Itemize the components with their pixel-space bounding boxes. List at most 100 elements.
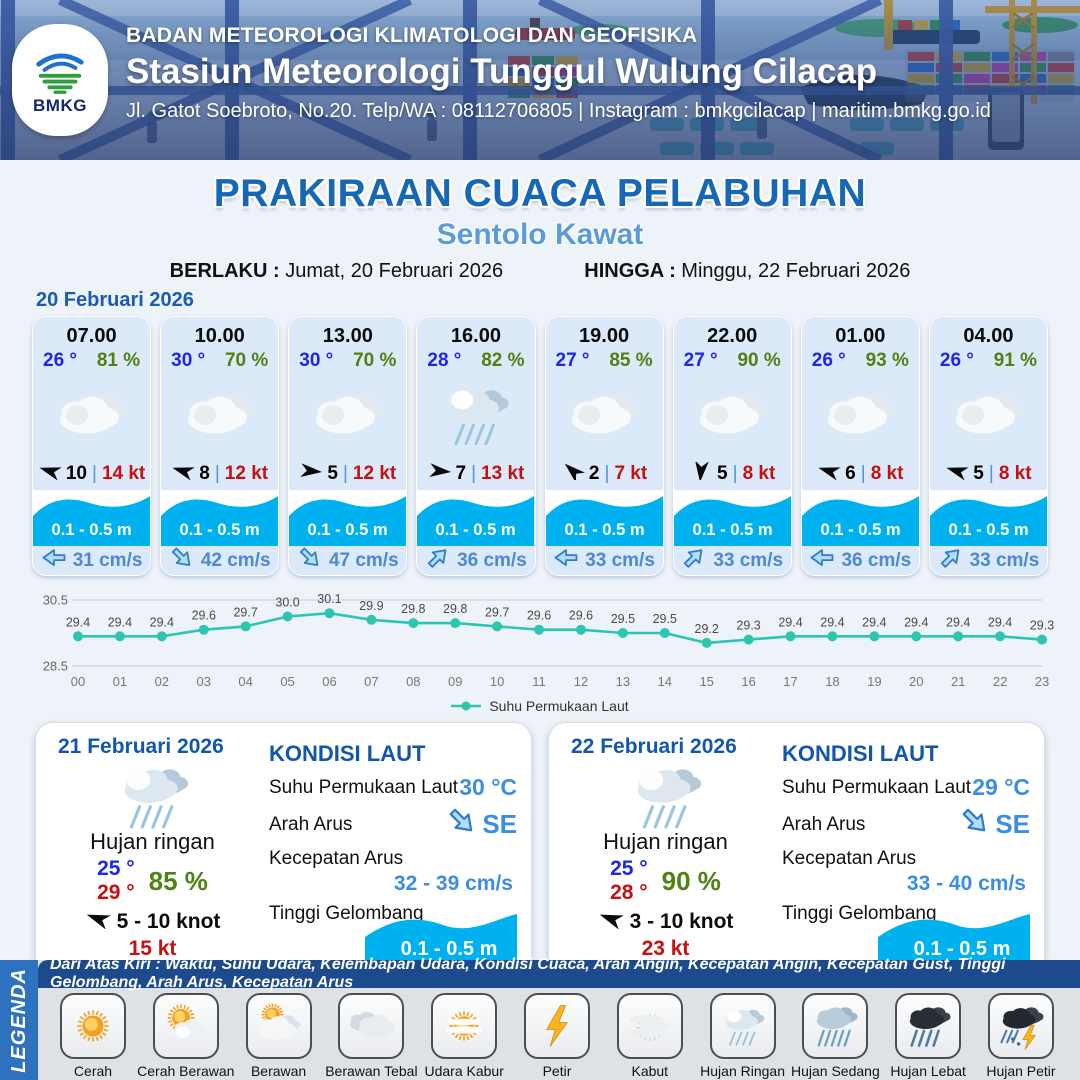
current-direction-icon <box>553 547 579 573</box>
svg-text:30.0: 30.0 <box>275 596 299 610</box>
legend-item: Hujan Lebat <box>883 993 973 1079</box>
svg-text:13: 13 <box>616 674 630 689</box>
wind-speed-value: 10 <box>65 463 87 484</box>
wave-height-band: 0.1 - 0.5 m <box>801 490 919 546</box>
wave-height-band: 0.1 - 0.5 m <box>161 490 279 546</box>
wind-speed-value: 6 <box>845 463 856 484</box>
wave-height-label: Tinggi Gelombang <box>269 903 424 925</box>
legend-item-label: Hujan Ringan <box>700 1063 785 1079</box>
sst-value: 29 °C <box>972 774 1030 800</box>
time-label: 10.00 <box>194 325 245 347</box>
legend-item-label: Hujan Petir <box>986 1063 1056 1079</box>
title-block: PRAKIRAAN CUACA PELABUHAN Sentolo Kawat … <box>0 160 1080 283</box>
legend-item: Hujan Petir <box>976 993 1066 1079</box>
valid-from-label: BERLAKU : <box>169 260 280 282</box>
daily-wind-range: 5 - 10 knot <box>116 909 221 933</box>
legend-item-label: Cerah Berawan <box>137 1063 235 1079</box>
current-speed-value: 36 cm/s <box>841 549 912 571</box>
wind-row: 8 | 12 kt <box>161 458 278 490</box>
gust-value: 13 kt <box>481 463 525 484</box>
daily-gust: 15 kt <box>128 936 177 960</box>
valid-to-value: Minggu, 22 Februari 2026 <box>681 260 911 282</box>
legend-item: Cerah Berawan <box>137 993 234 1079</box>
current-row: 47 cm/s <box>289 546 406 575</box>
humidity-value: 82 % <box>481 350 525 371</box>
wind-direction-icon <box>561 462 586 486</box>
wave-height-band: 0.1 - 0.5 m <box>545 490 663 546</box>
wind-speed-value: 7 <box>455 463 467 484</box>
separator: | <box>732 463 738 484</box>
bmkg-logo-icon <box>36 53 84 94</box>
legend-icon-udara-kabur <box>431 993 498 1059</box>
svg-text:00: 00 <box>71 674 85 689</box>
gust-value: 14 kt <box>101 463 146 484</box>
wind-direction-icon <box>171 462 195 486</box>
svg-text:0.1 - 0.5 m: 0.1 - 0.5 m <box>692 520 772 539</box>
time-label: 22.00 <box>707 325 758 347</box>
sea-current-direction-icon <box>959 808 991 841</box>
legend-icon-hujan-lebat <box>895 993 962 1059</box>
current-direction-label: Arah Arus <box>269 813 353 835</box>
wind-speed-value: 5 <box>717 463 728 484</box>
humidity-value: 81 % <box>96 350 141 371</box>
legend-item-label: Hujan Lebat <box>890 1063 966 1079</box>
svg-text:02: 02 <box>155 674 169 689</box>
svg-text:0.1 - 0.5 m: 0.1 - 0.5 m <box>820 520 900 539</box>
legend-item-label: Cerah <box>73 1063 113 1079</box>
page-subtitle: Sentolo Kawat <box>436 218 644 251</box>
forecast-card: 01.00 26 ° 93 % 6 | 8 kt 0.1 - 0.5 m 36 … <box>800 316 920 576</box>
svg-text:21: 21 <box>951 674 965 689</box>
legend-item: Berawan <box>234 993 324 1079</box>
svg-text:0.1 - 0.5 m: 0.1 - 0.5 m <box>914 938 1011 960</box>
bmkg-logo-label: BMKG <box>33 96 87 115</box>
header: BMKG BADAN METEOROLOGI KLIMATOLOGI DAN G… <box>0 0 1080 160</box>
time-label: 04.00 <box>963 325 1014 347</box>
svg-text:29.4: 29.4 <box>946 615 970 629</box>
current-direction-icon <box>681 547 707 573</box>
gust-value: 12 kt <box>352 463 397 484</box>
svg-text:29.5: 29.5 <box>653 612 677 626</box>
current-direction-icon <box>297 547 323 573</box>
svg-text:22: 22 <box>993 674 1007 689</box>
svg-text:0.1 - 0.5 m: 0.1 - 0.5 m <box>51 520 131 539</box>
humidity-value: 70 % <box>353 350 397 371</box>
legend-item-label: Berawan Tebal <box>325 1063 418 1079</box>
svg-text:07: 07 <box>364 674 378 689</box>
legend-strip: Dari Atas Kiri : Waktu, Suhu Udara, Kele… <box>38 956 1080 991</box>
svg-text:29.8: 29.8 <box>443 602 467 616</box>
sea-conditions-heading: KONDISI LAUT <box>782 741 939 766</box>
daily-weather-icon <box>110 753 196 831</box>
svg-text:16: 16 <box>741 674 755 689</box>
legend-item: Udara Kabur <box>419 993 509 1079</box>
svg-text:0.1 - 0.5 m: 0.1 - 0.5 m <box>948 520 1028 539</box>
svg-text:29.3: 29.3 <box>736 619 760 633</box>
wave-height-band: 0.1 - 0.5 m <box>33 490 151 546</box>
svg-text:29.4: 29.4 <box>988 615 1012 629</box>
humidity-value: 93 % <box>865 350 909 371</box>
svg-text:29.6: 29.6 <box>569 609 593 623</box>
gust-value: 8 kt <box>870 463 904 484</box>
daily-weather-icon <box>623 753 709 831</box>
daily-panel: 21 Februari 2026 Hujan ringan 25 ° 29 ° … <box>35 722 532 976</box>
svg-text:30.1: 30.1 <box>317 592 341 606</box>
temperature-value: 26 ° <box>811 350 846 371</box>
svg-text:29.7: 29.7 <box>485 605 509 619</box>
temperature-value: 26 ° <box>939 350 974 371</box>
svg-text:29.2: 29.2 <box>695 622 719 636</box>
legend-icon-hujan-petir <box>987 993 1054 1059</box>
legend-item: Petir <box>512 993 602 1079</box>
temperature-value: 30 ° <box>299 350 334 371</box>
weather-icon <box>930 372 1047 458</box>
forecast-card: 19.00 27 ° 85 % 2 | 7 kt 0.1 - 0.5 m 33 … <box>544 316 664 576</box>
daily-temp-max: 29 ° <box>97 881 135 904</box>
daily-humidity: 85 % <box>148 865 208 896</box>
legend-item-label: Berawan <box>250 1063 307 1079</box>
gust-value: 7 kt <box>614 463 648 484</box>
svg-text:18: 18 <box>825 674 839 689</box>
forecast-card: 04.00 26 ° 91 % 5 | 8 kt 0.1 - 0.5 m 33 … <box>928 316 1048 576</box>
sea-current-direction-icon <box>446 808 478 841</box>
current-speed-value: 31 cm/s <box>72 549 143 571</box>
current-speed-value: 42 cm/s <box>200 549 271 571</box>
separator: | <box>214 463 220 484</box>
legend-item: Berawan Tebal <box>325 993 418 1079</box>
